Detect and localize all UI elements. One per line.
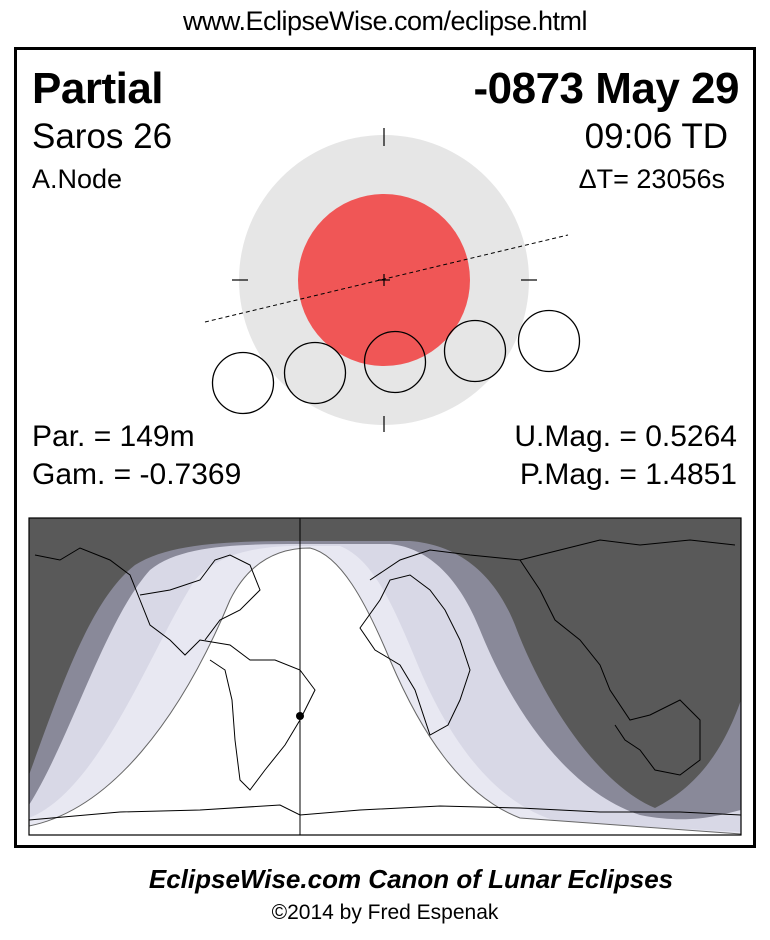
node-label: A.Node — [32, 164, 123, 194]
gamma: Gam. = -0.7369 — [32, 458, 242, 491]
map-border — [28, 517, 742, 836]
moon-position-greatest — [363, 330, 427, 394]
moon-position-p1 — [211, 351, 275, 415]
delta-t: ΔT= 23056s — [578, 164, 725, 194]
copyright: ©2014 by Fred Espenak — [271, 901, 499, 924]
eclipse-date: -0873 May 29 — [473, 64, 739, 113]
header-url: www.EclipseWise.com/eclipse.html — [182, 6, 588, 36]
visibility-map — [28, 517, 742, 836]
figure-frame — [14, 47, 756, 848]
penumbral-magnitude: P.Mag. = 1.4851 — [519, 458, 737, 491]
umbral-visible-region — [29, 547, 741, 835]
moon-position-u4 — [443, 319, 507, 383]
moon-position-p4 — [517, 309, 581, 373]
axis-ticks — [232, 128, 537, 432]
eclipse-type: Partial — [32, 64, 164, 113]
footer-title: EclipseWise.com Canon of Lunar Eclipses — [148, 864, 674, 894]
greatest-eclipse-point — [296, 712, 304, 720]
umbral-magnitude: U.Mag. = 0.5264 — [514, 420, 737, 453]
coastlines — [29, 539, 741, 821]
eclipse-time: 09:06 TD — [584, 117, 728, 156]
moon-position-u1 — [283, 341, 347, 405]
saros-number: Saros 26 — [32, 117, 173, 156]
moon-path-line — [204, 234, 569, 323]
partial-duration: Par. = 149m — [32, 420, 195, 453]
eclipse-diagram — [204, 128, 581, 432]
